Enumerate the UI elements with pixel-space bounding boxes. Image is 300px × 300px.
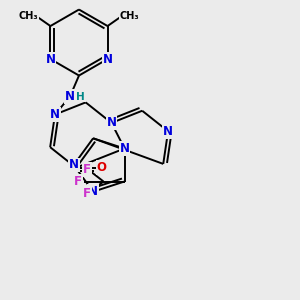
Text: F: F	[83, 187, 91, 200]
Text: N: N	[69, 158, 79, 172]
Text: N: N	[103, 52, 112, 65]
Text: N: N	[65, 90, 75, 103]
Text: H: H	[76, 92, 85, 101]
Text: N: N	[88, 185, 98, 198]
Text: O: O	[97, 161, 106, 174]
Text: CH₃: CH₃	[119, 11, 139, 20]
Text: N: N	[106, 116, 116, 129]
Text: F: F	[74, 175, 82, 188]
Text: CH₃: CH₃	[19, 11, 39, 20]
Text: N: N	[45, 52, 56, 65]
Text: N: N	[119, 142, 130, 155]
Text: N: N	[50, 108, 60, 121]
Text: N: N	[163, 125, 173, 138]
Text: F: F	[83, 163, 91, 176]
